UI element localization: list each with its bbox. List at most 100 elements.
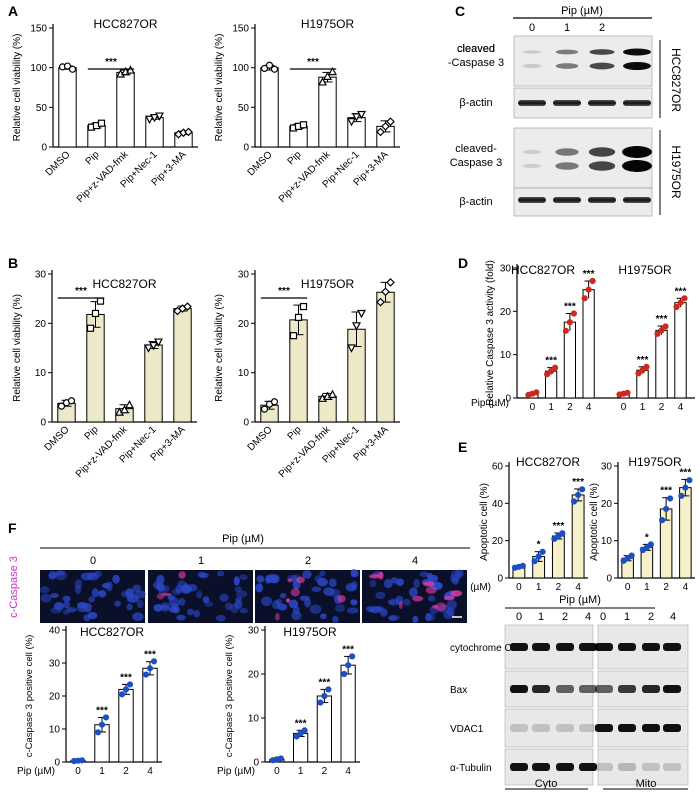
nucleus <box>236 590 248 598</box>
category-label: 2 <box>663 582 669 593</box>
data-point <box>566 319 573 326</box>
data-point <box>98 721 106 728</box>
y-axis-label: Apoptotic cell (%) <box>589 483 600 561</box>
row-label: Caspase 3 <box>450 157 503 169</box>
dose-label: 1 <box>198 555 204 567</box>
panel-letter-B: B <box>8 255 18 271</box>
blot-band <box>622 146 652 158</box>
category-label: 0 <box>625 582 631 593</box>
nucleus <box>409 587 418 598</box>
blot-strip <box>513 35 653 87</box>
nucleus <box>39 586 50 594</box>
category-label: 0 <box>516 582 522 593</box>
nucleus <box>275 598 283 606</box>
chart-title: HCC827OR <box>516 455 580 469</box>
nucleus <box>112 574 120 584</box>
nucleus <box>50 593 59 598</box>
nucleus <box>269 575 280 584</box>
row-label: cleaved <box>457 43 495 55</box>
blot-band <box>588 197 616 203</box>
significance-label: *** <box>307 57 319 68</box>
data-point <box>381 122 390 131</box>
y-tick-label: 10 <box>248 714 260 725</box>
data-point <box>628 552 635 559</box>
caspase-signal <box>435 602 447 612</box>
nucleus <box>98 589 107 598</box>
y-tick-label: 20 <box>35 319 47 330</box>
nucleus <box>369 579 377 588</box>
data-point <box>562 327 569 334</box>
row-label: cleaved- <box>455 143 497 155</box>
blot-band <box>532 763 550 771</box>
fraction-label: Mito <box>636 778 657 790</box>
micro-F: Pip (µM) c-Caspase 3 0 1 2 4 <box>8 533 470 624</box>
data-point <box>662 323 669 330</box>
dose-label: 0 <box>529 22 535 34</box>
y-tick-label: 100 <box>30 63 47 74</box>
y-tick-label: 0 <box>40 418 46 429</box>
dose-label: 1 <box>564 22 570 34</box>
chart-A2: 0 50 100 150 H1975OR Relative cell viability … <box>214 17 400 205</box>
nucleus <box>168 597 180 608</box>
nucleus <box>413 578 420 589</box>
panel-letter-A: A <box>8 3 18 19</box>
category-label: Pip+z-VAD-fmk <box>277 424 333 480</box>
chart-E2: 0 10 20 30 H1975OR Apoptotic cell (%) 0 * 1 *** 2 *… <box>589 455 695 593</box>
caspase-signal <box>378 571 384 580</box>
data-point <box>183 302 192 311</box>
blot-band <box>588 147 616 157</box>
nucleus <box>101 582 111 589</box>
chart-A1: 0 50 100 150 HCC827OR Relative cell viability… <box>12 17 198 205</box>
significance-label: *** <box>553 521 565 532</box>
category-label: 1 <box>99 766 105 777</box>
y-axis-label: c-Caspase 3 positive cell (%) <box>224 635 235 758</box>
blot-band <box>663 643 681 651</box>
y-tick-label: 20 <box>238 319 250 330</box>
blot-band <box>518 197 546 203</box>
nucleus <box>234 600 243 609</box>
data-point <box>519 562 526 569</box>
bar <box>316 695 332 763</box>
y-tick-label: 30 <box>238 270 250 281</box>
blot-band <box>556 685 574 693</box>
data-point <box>535 553 542 560</box>
data-point <box>643 544 650 551</box>
data-point <box>327 66 338 76</box>
y-axis-label: Apoptotic cell (%) <box>479 483 490 561</box>
data-point <box>639 367 646 374</box>
y-tick-label: 20 <box>492 536 504 547</box>
panel-letter-F: F <box>8 520 17 536</box>
data-point <box>548 368 555 375</box>
data-point <box>124 399 135 409</box>
data-point <box>341 670 348 678</box>
dose-label: 4 <box>670 611 676 623</box>
category-label: 1 <box>536 582 542 593</box>
data-point <box>144 115 155 124</box>
category-label: Pip <box>84 149 102 167</box>
x-axis-label: Pip (µM) <box>17 766 55 777</box>
blot-band <box>510 763 528 771</box>
nucleus <box>126 603 133 611</box>
data-point <box>643 363 650 370</box>
blot-band <box>553 197 581 203</box>
category-label: Pip <box>286 149 304 167</box>
dose-label: 4 <box>412 555 418 567</box>
y-axis-label: Relative cell viability (%) <box>214 34 225 142</box>
y-tick-label: 50 <box>238 103 250 114</box>
nucleus <box>323 587 335 596</box>
data-point <box>67 397 76 405</box>
y-tick-label: 0 <box>253 758 259 769</box>
blot-band <box>510 685 528 693</box>
nucleus <box>351 580 358 590</box>
nucleus <box>387 599 395 605</box>
data-point <box>322 71 333 80</box>
y-axis-label: Relative cell viability (%) <box>12 34 23 142</box>
nucleus <box>446 600 457 610</box>
blot-band <box>588 161 616 171</box>
data-point <box>349 653 356 660</box>
blot-strip <box>597 748 689 786</box>
row-label: VDAC1 <box>450 724 484 735</box>
significance-label: *** <box>656 314 668 325</box>
data-point <box>289 332 298 340</box>
